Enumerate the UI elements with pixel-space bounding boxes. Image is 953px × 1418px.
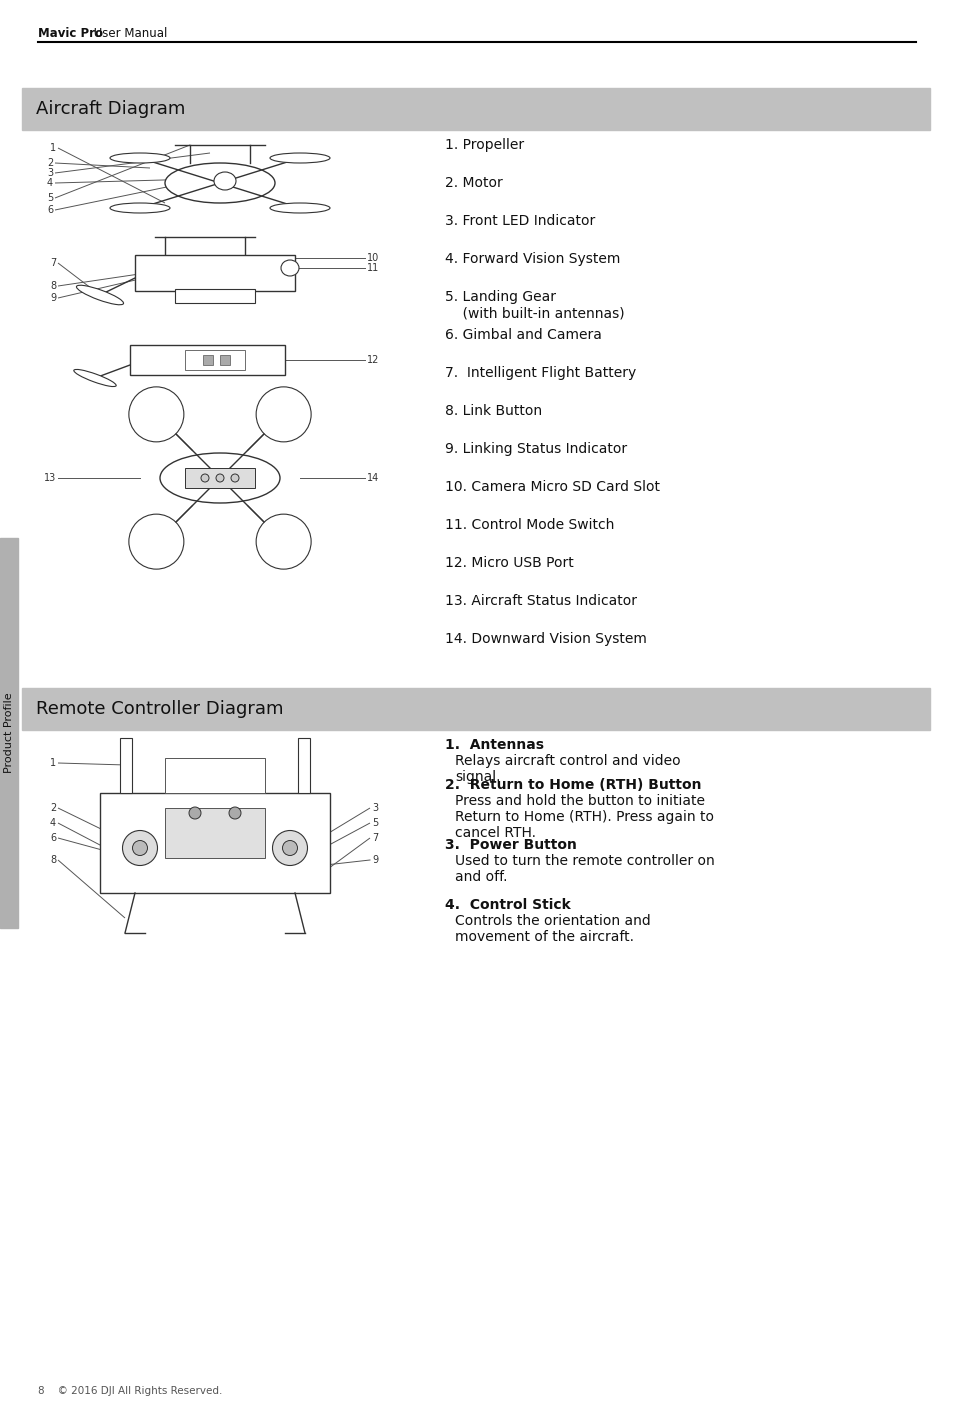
Text: 8. Link Button: 8. Link Button xyxy=(444,404,541,418)
Text: 13. Aircraft Status Indicator: 13. Aircraft Status Indicator xyxy=(444,594,637,608)
Bar xyxy=(185,468,254,488)
Text: 4.  Control Stick: 4. Control Stick xyxy=(444,898,570,912)
Text: 12: 12 xyxy=(367,354,379,364)
Text: 9: 9 xyxy=(372,855,377,865)
Ellipse shape xyxy=(110,153,170,163)
Text: Controls the orientation and
movement of the aircraft.: Controls the orientation and movement of… xyxy=(455,915,650,944)
Text: 13: 13 xyxy=(44,474,56,484)
Text: 3.  Power Button: 3. Power Button xyxy=(444,838,577,852)
Text: 8    © 2016 DJI All Rights Reserved.: 8 © 2016 DJI All Rights Reserved. xyxy=(38,1385,222,1395)
Ellipse shape xyxy=(110,203,170,213)
Text: 3. Front LED Indicator: 3. Front LED Indicator xyxy=(444,214,595,228)
Bar xyxy=(135,255,294,291)
Text: Press and hold the button to initiate
Return to Home (RTH). Press again to
cance: Press and hold the button to initiate Re… xyxy=(455,794,713,841)
Bar xyxy=(22,688,929,730)
Text: 14. Downward Vision System: 14. Downward Vision System xyxy=(444,632,646,647)
Text: 6: 6 xyxy=(47,206,53,216)
Bar xyxy=(0,537,18,927)
Ellipse shape xyxy=(213,172,235,190)
Text: 1. Propeller: 1. Propeller xyxy=(444,138,523,152)
Ellipse shape xyxy=(122,831,157,865)
Ellipse shape xyxy=(270,203,330,213)
Text: 1: 1 xyxy=(50,759,56,769)
Bar xyxy=(165,759,265,793)
Ellipse shape xyxy=(73,370,116,387)
Text: 1.  Antennas: 1. Antennas xyxy=(444,737,543,752)
Bar xyxy=(220,354,230,364)
Ellipse shape xyxy=(160,452,280,503)
Bar xyxy=(185,350,245,370)
Text: 1: 1 xyxy=(50,143,56,153)
Text: 3: 3 xyxy=(372,803,377,813)
Text: 7: 7 xyxy=(50,258,56,268)
Ellipse shape xyxy=(129,387,184,442)
Text: Remote Controller Diagram: Remote Controller Diagram xyxy=(36,700,283,718)
Text: Relays aircraft control and video
signal.: Relays aircraft control and video signal… xyxy=(455,754,679,784)
Ellipse shape xyxy=(273,831,307,865)
Bar xyxy=(174,289,254,303)
Text: 10. Camera Micro SD Card Slot: 10. Camera Micro SD Card Slot xyxy=(444,481,659,493)
Text: 4: 4 xyxy=(50,818,56,828)
Text: 2.  Return to Home (RTH) Button: 2. Return to Home (RTH) Button xyxy=(444,778,700,793)
Text: 9. Linking Status Indicator: 9. Linking Status Indicator xyxy=(444,442,626,457)
Bar xyxy=(165,808,265,858)
Text: 10: 10 xyxy=(367,252,379,262)
Bar xyxy=(130,345,285,374)
Text: 7.  Intelligent Flight Battery: 7. Intelligent Flight Battery xyxy=(444,366,636,380)
Bar xyxy=(120,737,132,793)
Bar xyxy=(22,88,929,130)
Ellipse shape xyxy=(229,807,241,820)
Ellipse shape xyxy=(270,153,330,163)
Ellipse shape xyxy=(215,474,224,482)
Text: Aircraft Diagram: Aircraft Diagram xyxy=(36,101,185,118)
Text: User Manual: User Manual xyxy=(90,27,167,40)
Ellipse shape xyxy=(255,387,311,442)
Ellipse shape xyxy=(281,259,298,277)
Text: 2. Motor: 2. Motor xyxy=(444,176,502,190)
Text: 6. Gimbal and Camera: 6. Gimbal and Camera xyxy=(444,328,601,342)
Text: 4: 4 xyxy=(47,179,53,189)
Text: Used to turn the remote controller on
and off.: Used to turn the remote controller on an… xyxy=(455,854,714,885)
Text: 5: 5 xyxy=(372,818,377,828)
Text: 12. Micro USB Port: 12. Micro USB Port xyxy=(444,556,573,570)
Text: Mavic Pro: Mavic Pro xyxy=(38,27,103,40)
Ellipse shape xyxy=(231,474,239,482)
Ellipse shape xyxy=(132,841,148,855)
Text: 8: 8 xyxy=(50,281,56,291)
Text: 3: 3 xyxy=(47,167,53,179)
Text: 7: 7 xyxy=(372,832,377,842)
Text: 5. Landing Gear
    (with built-in antennas): 5. Landing Gear (with built-in antennas) xyxy=(444,291,624,320)
Text: 2: 2 xyxy=(47,157,53,167)
Text: 11. Control Mode Switch: 11. Control Mode Switch xyxy=(444,518,614,532)
Bar xyxy=(297,737,310,793)
Text: Product Profile: Product Profile xyxy=(4,692,14,773)
Ellipse shape xyxy=(165,163,274,203)
Text: 2: 2 xyxy=(50,803,56,813)
Ellipse shape xyxy=(76,285,124,305)
Text: 6: 6 xyxy=(50,832,56,842)
Text: 5: 5 xyxy=(47,193,53,203)
Ellipse shape xyxy=(189,807,201,820)
Text: 4. Forward Vision System: 4. Forward Vision System xyxy=(444,252,619,267)
Ellipse shape xyxy=(282,841,297,855)
Text: 9: 9 xyxy=(50,294,56,303)
Ellipse shape xyxy=(201,474,209,482)
Bar xyxy=(203,354,213,364)
Text: 14: 14 xyxy=(367,474,379,484)
Text: 8: 8 xyxy=(50,855,56,865)
Text: 11: 11 xyxy=(367,262,379,274)
Bar xyxy=(100,793,330,893)
Ellipse shape xyxy=(255,515,311,569)
Ellipse shape xyxy=(129,515,184,569)
